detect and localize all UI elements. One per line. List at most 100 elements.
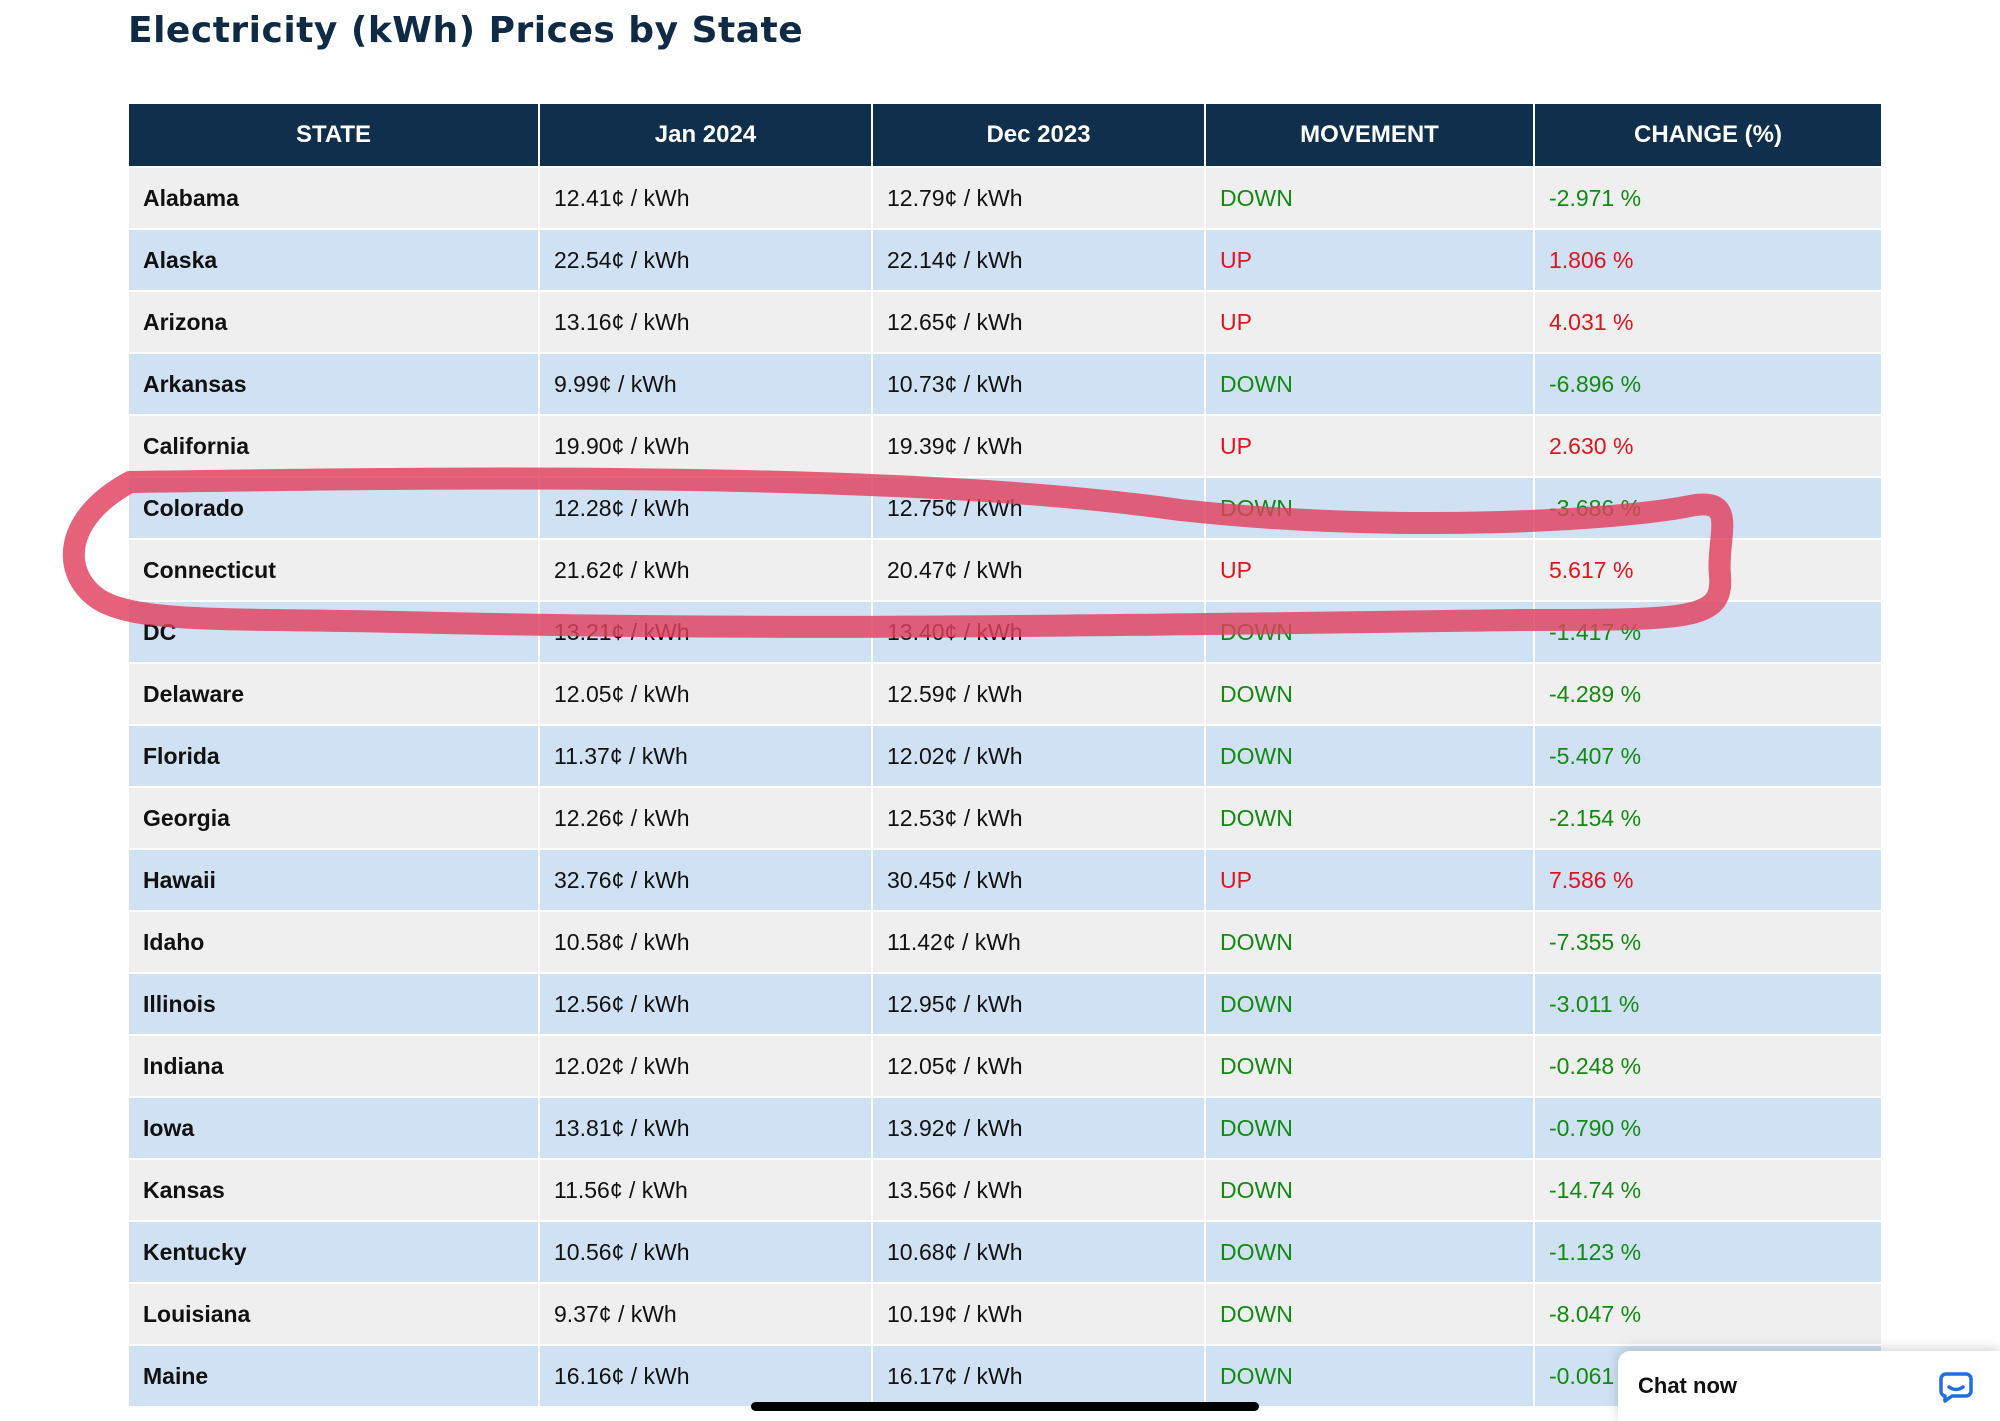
- jan-2024-cell: 32.76¢ / kWh: [538, 848, 872, 911]
- table-row: Idaho 10.58¢ / kWh 11.42¢ / kWh DOWN -7.355 …: [129, 910, 1881, 973]
- table-row: Georgia 12.26¢ / kWh 12.53¢ / kWh DOWN -2.15…: [129, 786, 1881, 849]
- movement-cell: DOWN: [1204, 1344, 1534, 1406]
- table-row: Louisiana 9.37¢ / kWh 10.19¢ / kWh DOWN -8.0…: [129, 1282, 1881, 1345]
- change-cell: -8.047 %: [1533, 1282, 1881, 1345]
- state-cell: Connecticut: [129, 538, 539, 601]
- movement-cell: DOWN: [1204, 724, 1534, 787]
- table-row: Florida 11.37¢ / kWh 12.02¢ / kWh DOWN -5.40…: [129, 724, 1881, 787]
- state-cell: Illinois: [129, 972, 539, 1035]
- change-cell: 1.806 %: [1533, 228, 1881, 291]
- chat-now-label[interactable]: Chat now: [1638, 1373, 1737, 1398]
- table-row: DC 13.21¢ / kWh 13.40¢ / kWh DOWN -1.417 %: [129, 600, 1881, 663]
- jan-2024-cell: 21.62¢ / kWh: [538, 538, 872, 601]
- dec-2023-cell: 13.92¢ / kWh: [871, 1096, 1205, 1159]
- dec-2023-cell: 12.75¢ / kWh: [871, 476, 1205, 539]
- movement-cell: UP: [1204, 848, 1534, 911]
- dec-2023-cell: 12.65¢ / kWh: [871, 290, 1205, 353]
- state-cell: California: [129, 414, 539, 477]
- table-row: Iowa 13.81¢ / kWh 13.92¢ / kWh DOWN -0.790 %: [129, 1096, 1881, 1159]
- column-header-change[interactable]: CHANGE (%): [1533, 104, 1881, 167]
- jan-2024-cell: 12.02¢ / kWh: [538, 1034, 872, 1097]
- table-row: Delaware 12.05¢ / kWh 12.59¢ / kWh DOWN -4.2…: [129, 662, 1881, 725]
- dec-2023-cell: 10.19¢ / kWh: [871, 1282, 1205, 1345]
- jan-2024-cell: 19.90¢ / kWh: [538, 414, 872, 477]
- jan-2024-cell: 12.56¢ / kWh: [538, 972, 872, 1035]
- change-cell: -4.289 %: [1533, 662, 1881, 725]
- state-cell: Louisiana: [129, 1282, 539, 1345]
- jan-2024-cell: 13.16¢ / kWh: [538, 290, 872, 353]
- jan-2024-cell: 12.28¢ / kWh: [538, 476, 872, 539]
- dec-2023-cell: 10.73¢ / kWh: [871, 352, 1205, 415]
- state-cell: Arizona: [129, 290, 539, 353]
- state-cell: Colorado: [129, 476, 539, 539]
- movement-cell: DOWN: [1204, 972, 1534, 1035]
- table-row: Colorado 12.28¢ / kWh 12.75¢ / kWh DOWN -3.6…: [129, 476, 1881, 539]
- table-row: Alaska 22.54¢ / kWh 22.14¢ / kWh UP 1.806 %: [129, 228, 1881, 291]
- jan-2024-cell: 11.37¢ / kWh: [538, 724, 872, 787]
- state-cell: Florida: [129, 724, 539, 787]
- movement-cell: DOWN: [1204, 1034, 1534, 1097]
- column-header-state[interactable]: STATE: [129, 104, 539, 167]
- dec-2023-cell: 22.14¢ / kWh: [871, 228, 1205, 291]
- change-cell: -6.896 %: [1533, 352, 1881, 415]
- movement-cell: DOWN: [1204, 1158, 1534, 1221]
- column-header-jan-2024[interactable]: Jan 2024: [538, 104, 872, 167]
- table-row: Arkansas 9.99¢ / kWh 10.73¢ / kWh DOWN -6.89…: [129, 352, 1881, 415]
- change-cell: 2.630 %: [1533, 414, 1881, 477]
- jan-2024-cell: 22.54¢ / kWh: [538, 228, 872, 291]
- state-cell: Indiana: [129, 1034, 539, 1097]
- home-indicator[interactable]: [751, 1402, 1259, 1411]
- movement-cell: DOWN: [1204, 166, 1534, 229]
- prices-table: STATE Jan 2024 Dec 2023 MOVEMENT CHANGE …: [129, 104, 1881, 1406]
- table-row: Connecticut 21.62¢ / kWh 20.47¢ / kWh UP 5.6…: [129, 538, 1881, 601]
- table-body: Alabama 12.41¢ / kWh 12.79¢ / kWh DOWN -2.97…: [129, 166, 1881, 1406]
- state-cell: Hawaii: [129, 848, 539, 911]
- movement-cell: DOWN: [1204, 1282, 1534, 1345]
- chat-bubble-icon[interactable]: [1938, 1368, 1974, 1404]
- movement-cell: DOWN: [1204, 1096, 1534, 1159]
- dec-2023-cell: 10.68¢ / kWh: [871, 1220, 1205, 1283]
- movement-cell: DOWN: [1204, 1220, 1534, 1283]
- dec-2023-cell: 20.47¢ / kWh: [871, 538, 1205, 601]
- movement-cell: DOWN: [1204, 786, 1534, 849]
- column-header-dec-2023[interactable]: Dec 2023: [871, 104, 1205, 167]
- movement-cell: DOWN: [1204, 600, 1534, 663]
- change-cell: 7.586 %: [1533, 848, 1881, 911]
- state-cell: DC: [129, 600, 539, 663]
- chat-widget[interactable]: Chat now: [1618, 1351, 2000, 1421]
- state-cell: Alaska: [129, 228, 539, 291]
- jan-2024-cell: 9.99¢ / kWh: [538, 352, 872, 415]
- table-row: Kentucky 10.56¢ / kWh 10.68¢ / kWh DOWN -1.1…: [129, 1220, 1881, 1283]
- state-cell: Delaware: [129, 662, 539, 725]
- movement-cell: DOWN: [1204, 910, 1534, 973]
- dec-2023-cell: 12.59¢ / kWh: [871, 662, 1205, 725]
- state-cell: Iowa: [129, 1096, 539, 1159]
- movement-cell: UP: [1204, 228, 1534, 291]
- jan-2024-cell: 9.37¢ / kWh: [538, 1282, 872, 1345]
- change-cell: -1.417 %: [1533, 600, 1881, 663]
- dec-2023-cell: 11.42¢ / kWh: [871, 910, 1205, 973]
- table-row: Hawaii 32.76¢ / kWh 30.45¢ / kWh UP 7.586 %: [129, 848, 1881, 911]
- state-cell: Maine: [129, 1344, 539, 1406]
- change-cell: -3.011 %: [1533, 972, 1881, 1035]
- change-cell: -1.123 %: [1533, 1220, 1881, 1283]
- dec-2023-cell: 12.05¢ / kWh: [871, 1034, 1205, 1097]
- state-cell: Georgia: [129, 786, 539, 849]
- movement-cell: UP: [1204, 414, 1534, 477]
- table-row: California 19.90¢ / kWh 19.39¢ / kWh UP 2.63…: [129, 414, 1881, 477]
- table-row: Indiana 12.02¢ / kWh 12.05¢ / kWh DOWN -0.24…: [129, 1034, 1881, 1097]
- table-header-row: STATE Jan 2024 Dec 2023 MOVEMENT CHANGE …: [129, 104, 1881, 167]
- state-cell: Arkansas: [129, 352, 539, 415]
- movement-cell: UP: [1204, 538, 1534, 601]
- jan-2024-cell: 12.41¢ / kWh: [538, 166, 872, 229]
- jan-2024-cell: 10.58¢ / kWh: [538, 910, 872, 973]
- change-cell: 5.617 %: [1533, 538, 1881, 601]
- dec-2023-cell: 16.17¢ / kWh: [871, 1344, 1205, 1406]
- change-cell: -0.248 %: [1533, 1034, 1881, 1097]
- state-cell: Alabama: [129, 166, 539, 229]
- change-cell: -7.355 %: [1533, 910, 1881, 973]
- column-header-movement[interactable]: MOVEMENT: [1204, 104, 1534, 167]
- dec-2023-cell: 12.02¢ / kWh: [871, 724, 1205, 787]
- state-cell: Kansas: [129, 1158, 539, 1221]
- change-cell: -2.971 %: [1533, 166, 1881, 229]
